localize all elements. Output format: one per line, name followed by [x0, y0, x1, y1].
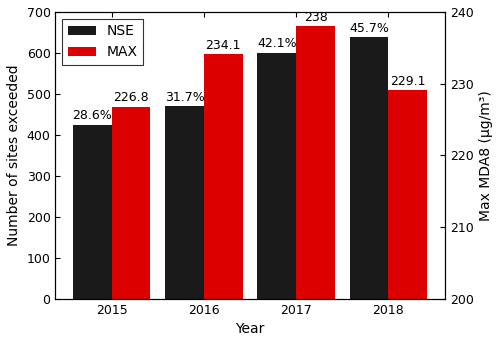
Bar [258, 53, 296, 299]
Bar [388, 90, 427, 299]
Bar [204, 54, 242, 299]
Text: 229.1: 229.1 [390, 75, 426, 87]
Text: 238: 238 [304, 11, 328, 24]
Y-axis label: Max MDA8 (μg/m³): Max MDA8 (μg/m³) [479, 90, 493, 221]
X-axis label: Year: Year [236, 322, 265, 336]
Text: 28.6%: 28.6% [72, 109, 112, 122]
Text: 31.7%: 31.7% [164, 91, 204, 104]
Y-axis label: Number of sites exceeded: Number of sites exceeded [7, 64, 21, 246]
Text: 226.8: 226.8 [114, 91, 149, 104]
Text: 234.1: 234.1 [206, 39, 241, 52]
Bar [112, 107, 150, 299]
Bar [165, 106, 204, 299]
Bar [350, 37, 389, 299]
Bar [73, 125, 112, 299]
Text: 42.1%: 42.1% [257, 37, 296, 50]
Legend: NSE, MAX: NSE, MAX [62, 19, 144, 65]
Bar [296, 26, 335, 299]
Text: 45.7%: 45.7% [349, 22, 389, 35]
